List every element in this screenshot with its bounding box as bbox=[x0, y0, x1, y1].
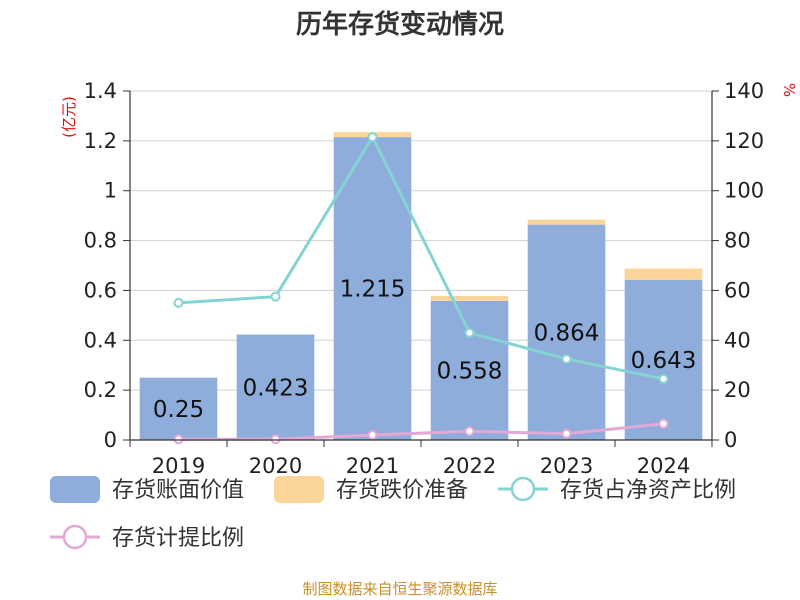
left-tick-label: 1.4 bbox=[84, 79, 117, 103]
legend-swatch bbox=[50, 476, 100, 503]
line-inventory-to-net-assets bbox=[178, 134, 664, 381]
left-tick-label: 1.2 bbox=[84, 129, 117, 153]
point-provision-ratio bbox=[270, 434, 281, 445]
x-tick-label: 2019 bbox=[152, 454, 205, 478]
bar-book-value bbox=[139, 377, 218, 440]
lines bbox=[173, 132, 669, 445]
axes: 0 0.2 0.4 0.6 0.8 1 1.2 1.4 0 20 40 60 80 100 120 140 20… bbox=[84, 79, 765, 478]
point-provision-ratio bbox=[173, 434, 184, 445]
bar-book-value bbox=[624, 279, 703, 440]
left-tick-label: 0 bbox=[104, 428, 117, 452]
bar-value-label: 1.215 bbox=[340, 277, 406, 303]
bar-impairment-reserve bbox=[624, 268, 703, 280]
bars bbox=[139, 132, 703, 440]
point-inventory-to-net-assets bbox=[270, 291, 281, 302]
bar-book-value bbox=[236, 334, 315, 440]
point-inventory-to-net-assets bbox=[173, 297, 184, 308]
right-tick-label: 120 bbox=[724, 129, 764, 153]
bar-book-value bbox=[430, 300, 509, 440]
left-tick-label: 0.6 bbox=[84, 278, 117, 302]
left-tick-label: 0.8 bbox=[84, 229, 117, 253]
point-inventory-to-net-assets bbox=[464, 327, 475, 338]
point-inventory-to-net-assets bbox=[367, 132, 378, 143]
left-tick-label: 0.2 bbox=[84, 378, 117, 402]
chart-title: 历年存货变动情况 bbox=[296, 9, 504, 40]
bar-impairment-reserve bbox=[527, 219, 606, 225]
right-tick-label: 20 bbox=[724, 378, 751, 402]
bar-book-value bbox=[527, 224, 606, 440]
legend-swatch bbox=[274, 476, 324, 503]
point-provision-ratio bbox=[464, 426, 475, 437]
right-tick-label: 100 bbox=[724, 179, 764, 203]
point-inventory-to-net-assets bbox=[561, 353, 572, 364]
data-labels: 0.25 0.423 1.215 0.558 0.864 0.643 bbox=[153, 277, 697, 423]
legend-label: 存货跌价准备 bbox=[336, 478, 468, 503]
legend-marker bbox=[510, 476, 536, 502]
point-provision-ratio bbox=[658, 418, 669, 429]
left-axis-unit: (亿元) bbox=[60, 96, 78, 138]
bar-value-label: 0.25 bbox=[153, 397, 204, 423]
left-tick-label: 0.4 bbox=[84, 328, 117, 352]
line-provision-ratio bbox=[178, 422, 664, 441]
x-tick-label: 2023 bbox=[540, 454, 593, 478]
legend-label: 存货账面价值 bbox=[112, 478, 244, 503]
legend-marker bbox=[62, 524, 88, 550]
legend-label: 存货占净资产比例 bbox=[560, 478, 736, 503]
right-tick-label: 0 bbox=[724, 428, 737, 452]
right-tick-label: 40 bbox=[724, 328, 751, 352]
legend-label: 存货计提比例 bbox=[112, 526, 244, 551]
grid bbox=[130, 90, 712, 441]
point-inventory-to-net-assets bbox=[658, 373, 669, 384]
right-axis-unit: % bbox=[780, 83, 798, 97]
x-tick-label: 2024 bbox=[637, 454, 690, 478]
source-note: 制图数据来自恒生聚源数据库 bbox=[302, 580, 497, 598]
bar-impairment-reserve bbox=[430, 295, 509, 301]
x-tick-label: 2020 bbox=[249, 454, 302, 478]
right-tick-label: 140 bbox=[724, 79, 764, 103]
bar-value-label: 0.643 bbox=[631, 348, 697, 374]
bar-value-label: 0.864 bbox=[534, 320, 600, 346]
point-provision-ratio bbox=[561, 428, 572, 439]
left-tick-label: 1 bbox=[104, 179, 117, 203]
bar-value-label: 0.423 bbox=[243, 375, 309, 401]
point-provision-ratio bbox=[367, 430, 378, 441]
right-tick-label: 80 bbox=[724, 229, 751, 253]
right-tick-label: 60 bbox=[724, 278, 751, 302]
x-tick-label: 2021 bbox=[346, 454, 399, 478]
x-tick-label: 2022 bbox=[443, 454, 496, 478]
bar-value-label: 0.558 bbox=[437, 358, 503, 384]
